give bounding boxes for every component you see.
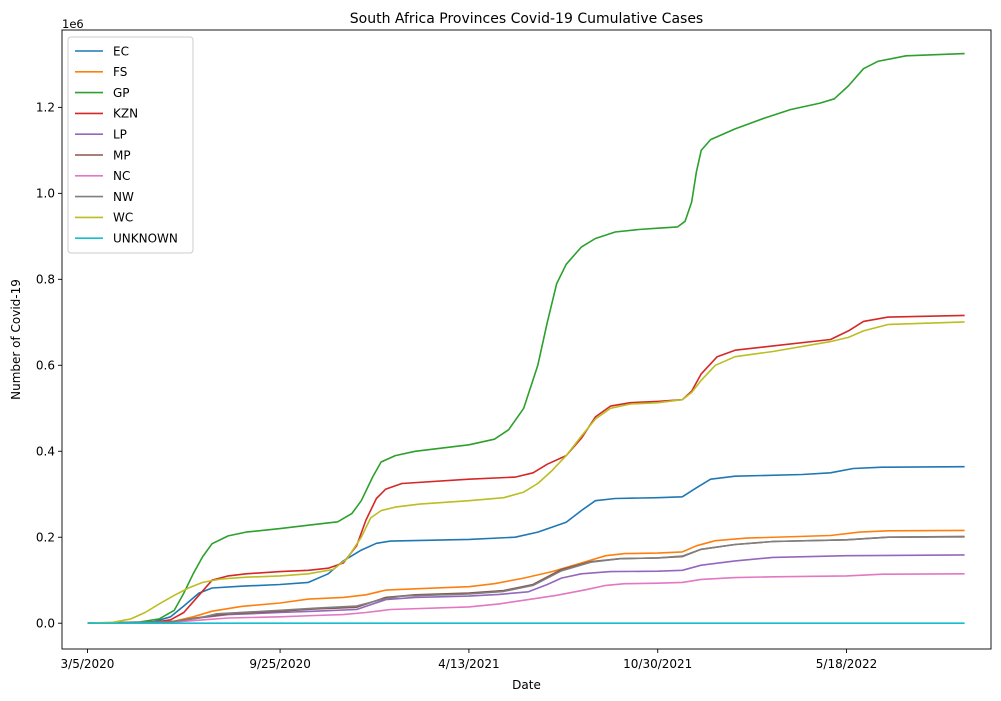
x-axis: 3/5/2020 9/25/2020 4/13/2021 10/30/2021 5/18… [61,649,878,671]
x-tick-label: 3/5/2020 [61,657,115,671]
y-tick-label: 0.2 [36,531,55,545]
legend-label-unknown: UNKNOWN [113,232,178,246]
series-line-wc [87,321,965,624]
y-axis: 0.0 0.2 0.4 0.6 0.8 1.0 1.2 [36,101,62,631]
y-tick-label: 0.6 [36,359,55,373]
legend-label-kzn: KZN [113,107,138,121]
legend-label-mp: MP [113,148,131,162]
chart-title: South Africa Provinces Covid-19 Cumulati… [350,11,703,27]
legend-label-wc: WC [113,211,133,225]
series-lines [87,52,965,624]
legend-label-gp: GP [113,86,130,100]
series-line-kzn [87,314,965,624]
y-tick-label: 1.0 [36,187,55,201]
legend: EC FS GP KZN LP MP NC NW WC UNKNOWN [67,36,194,254]
y-tick-label: 0.0 [36,617,55,631]
y-tick-label: 0.4 [36,445,55,459]
x-tick-label: 10/30/2021 [623,657,692,671]
y-axis-multiplier: 1e6 [62,17,84,31]
x-tick-label: 9/25/2020 [249,657,311,671]
legend-label-nw: NW [113,190,134,204]
series-line-nw [87,535,965,624]
legend-label-fs: FS [113,65,127,79]
series-line-fs [87,529,965,624]
plot-frame [61,29,992,650]
y-tick-label: 1.2 [36,101,55,115]
series-line-lp [87,554,965,624]
legend-box [67,36,194,254]
x-tick-label: 4/13/2021 [438,657,500,671]
legend-label-lp: LP [113,128,127,142]
plot-area [87,52,965,624]
legend-label-ec: EC [113,44,129,58]
series-line-gp [87,52,965,624]
series-line-nc [87,573,965,624]
y-axis-label: Number of Covid-19 [9,279,23,400]
legend-label-nc: NC [113,169,130,183]
y-tick-label: 0.8 [36,273,55,287]
x-tick-label: 5/18/2022 [816,657,878,671]
x-axis-label: Date [512,678,541,692]
